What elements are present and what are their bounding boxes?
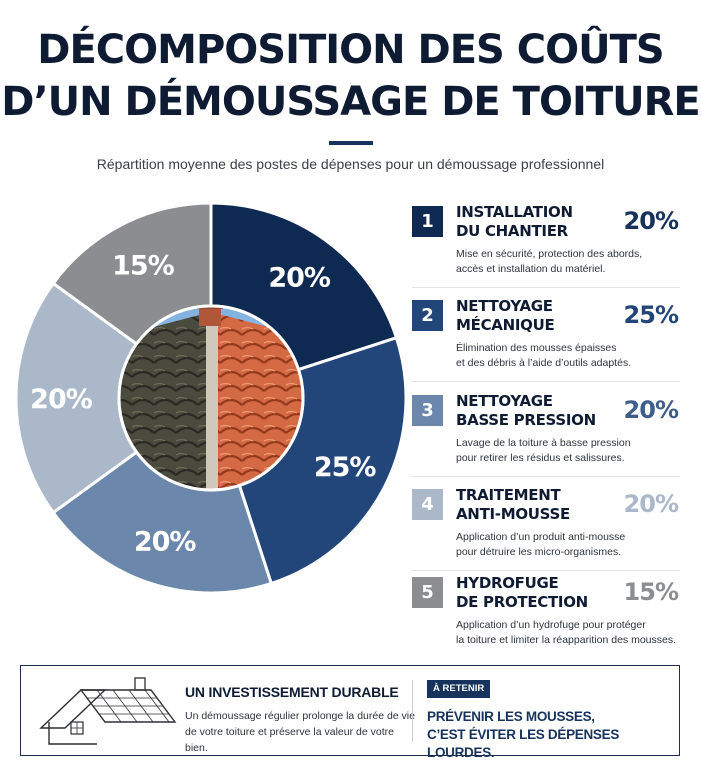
legend-description-line: accès et installation du matériel.	[456, 263, 606, 275]
legend-description-line: et des débris à l’aide d’outils adaptés.	[456, 357, 632, 369]
legend-item-title: HYDROFUGE DE PROTECTION	[456, 574, 626, 612]
legend-description: Application d’un produit anti-mousse pou…	[456, 530, 686, 560]
slice-label: 15%	[112, 250, 175, 281]
legend-item-title: TRAITEMENT ANTI-MOUSSE	[456, 486, 626, 524]
legend-description-line: Application d’un hydrofuge pour protéger	[456, 619, 646, 631]
legend-number-badge: 1	[412, 206, 443, 237]
legend-divider	[412, 570, 680, 571]
slice-label: 20%	[134, 527, 197, 558]
legend-divider	[412, 287, 680, 288]
legend-item-2: 2 NETTOYAGE MÉCANIQUE 25% Élimination de…	[412, 297, 682, 377]
title-underline	[329, 141, 373, 145]
footer-title: UN INVESTISSEMENT DURABLE	[185, 684, 399, 700]
legend-title-line: DE PROTECTION	[456, 593, 588, 611]
legend-title-line: INSTALLATION	[456, 203, 573, 221]
legend-description-line: Lavage de la toiture à basse pression	[456, 437, 631, 449]
takeaway-line: C’EST ÉVITER LES DÉPENSES LOURDES.	[427, 727, 620, 760]
legend-title-line: TRAITEMENT	[456, 486, 561, 504]
slice-label: 20%	[268, 263, 331, 294]
legend-percent: 20%	[623, 207, 679, 235]
footer-text: Un démoussage régulier prolonge la durée…	[185, 708, 415, 756]
legend-description-line: Élimination des mousses épaisses	[456, 342, 617, 354]
takeaway-text: PRÉVENIR LES MOUSSES, C’EST ÉVITER LES D…	[427, 708, 677, 762]
legend-title-line: NETTOYAGE	[456, 392, 553, 410]
legend-item-title: NETTOYAGE BASSE PRESSION	[456, 392, 626, 430]
legend-title-line: HYDROFUGE	[456, 574, 559, 592]
legend-description-line: pour détruire les micro-organismes.	[456, 546, 622, 558]
subtitle: Répartition moyenne des postes de dépens…	[96, 156, 605, 172]
legend-number-badge: 2	[412, 300, 443, 331]
retain-badge: À RETENIR	[427, 680, 491, 698]
legend-divider	[412, 476, 680, 477]
legend-divider	[412, 381, 680, 382]
slice-label: 20%	[30, 384, 93, 415]
legend-description: Mise en sécurité, protection des abords,…	[456, 247, 686, 277]
legend-percent: 20%	[623, 490, 679, 518]
legend-description: Application d’un hydrofuge pour protéger…	[456, 618, 686, 648]
legend-title-line: NETTOYAGE	[456, 297, 553, 315]
legend-percent: 25%	[623, 301, 679, 329]
legend-item-title: INSTALLATION DU CHANTIER	[456, 203, 626, 241]
legend-number-badge: 4	[412, 489, 443, 520]
legend-item-1: 1 INSTALLATION DU CHANTIER 20% Mise en s…	[412, 203, 682, 283]
legend-percent: 15%	[623, 578, 679, 606]
legend-description-line: Mise en sécurité, protection des abords,	[456, 248, 643, 260]
legend-description: Élimination des mousses épaisses et des …	[456, 341, 686, 371]
house-roof-icon	[39, 677, 177, 745]
donut-chart: 20% 25% 20% 20% 15%	[14, 201, 408, 595]
legend-description-line: pour retirer les résidus et salissures.	[456, 452, 625, 464]
legend-description: Lavage de la toiture à basse pression po…	[456, 436, 686, 466]
title-line-2: D’UN DÉMOUSSAGE DE TOITURE	[1, 79, 700, 125]
legend-item-title: NETTOYAGE MÉCANIQUE	[456, 297, 626, 335]
slice-label: 25%	[314, 452, 377, 483]
legend-number-badge: 3	[412, 395, 443, 426]
legend-title-line: BASSE PRESSION	[456, 411, 596, 429]
footer-text-line: de votre toiture et préserve la valeur d…	[185, 726, 394, 754]
roof-photo	[119, 306, 303, 490]
legend-description-line: Application d’un produit anti-mousse	[456, 531, 626, 543]
legend-title-line: ANTI-MOUSSE	[456, 505, 570, 523]
legend-title-line: DU CHANTIER	[456, 222, 568, 240]
legend-number-badge: 5	[412, 577, 443, 608]
legend-item-3: 3 NETTOYAGE BASSE PRESSION 20% Lavage de…	[412, 392, 682, 472]
legend-title-line: MÉCANIQUE	[456, 316, 555, 334]
footer-text-line: Un démoussage régulier prolonge la durée…	[185, 710, 415, 722]
legend-item-5: 5 HYDROFUGE DE PROTECTION 15% Applicatio…	[412, 574, 682, 654]
takeaway-line: PRÉVENIR LES MOUSSES,	[427, 709, 595, 724]
legend-percent: 20%	[623, 396, 679, 424]
legend-item-4: 4 TRAITEMENT ANTI-MOUSSE 20% Application…	[412, 486, 682, 566]
title-line-1: DÉCOMPOSITION DES COÛTS	[37, 27, 664, 73]
footer-panel: UN INVESTISSEMENT DURABLE Un démoussage …	[20, 665, 680, 760]
footer-divider	[412, 680, 413, 742]
legend-description-line: la toiture et limiter la réapparition de…	[456, 634, 677, 646]
